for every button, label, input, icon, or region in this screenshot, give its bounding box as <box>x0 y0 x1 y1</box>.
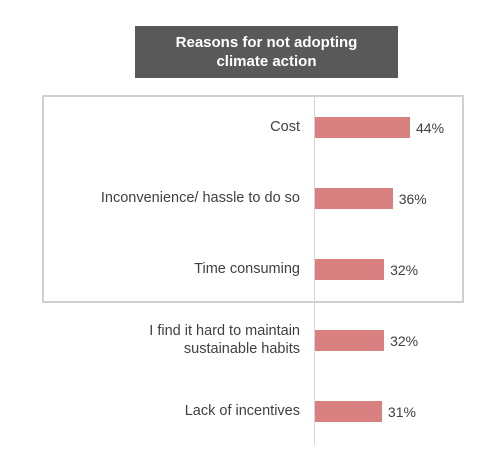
category-label-line: I find it hard to maintain <box>149 323 300 339</box>
chart-title-line-1: Reasons for not adopting <box>175 34 358 51</box>
data-label: 36% <box>398 191 427 207</box>
category-label: Lack of incentives <box>40 402 300 420</box>
data-label: 31% <box>387 404 416 420</box>
bar <box>315 258 385 280</box>
category-label-line: Lack of incentives <box>184 403 300 419</box>
bar <box>315 116 410 138</box>
category-label-line: Inconvenience/ hassle to do so <box>100 190 300 206</box>
category-label-line: Cost <box>270 119 300 135</box>
bar <box>315 400 382 422</box>
category-label-line: Time consuming <box>194 261 300 277</box>
bar <box>315 187 393 209</box>
category-label: Time consuming <box>40 260 300 278</box>
data-label: 32% <box>390 262 419 278</box>
data-label: 44% <box>416 120 445 136</box>
category-label: Cost <box>40 118 300 136</box>
category-label: Inconvenience/ hassle to do so <box>40 189 300 207</box>
category-label-line: sustainable habits <box>183 341 300 357</box>
category-label: I find it hard to maintain sustainable ha… <box>40 322 300 358</box>
highlight-frame <box>42 95 464 303</box>
bar <box>315 329 385 351</box>
data-label: 32% <box>390 333 419 349</box>
chart-title-line-2: climate action <box>216 53 317 70</box>
category-axis-line <box>314 95 315 445</box>
chart-title: Reasons for not adopting climate action <box>135 26 398 78</box>
